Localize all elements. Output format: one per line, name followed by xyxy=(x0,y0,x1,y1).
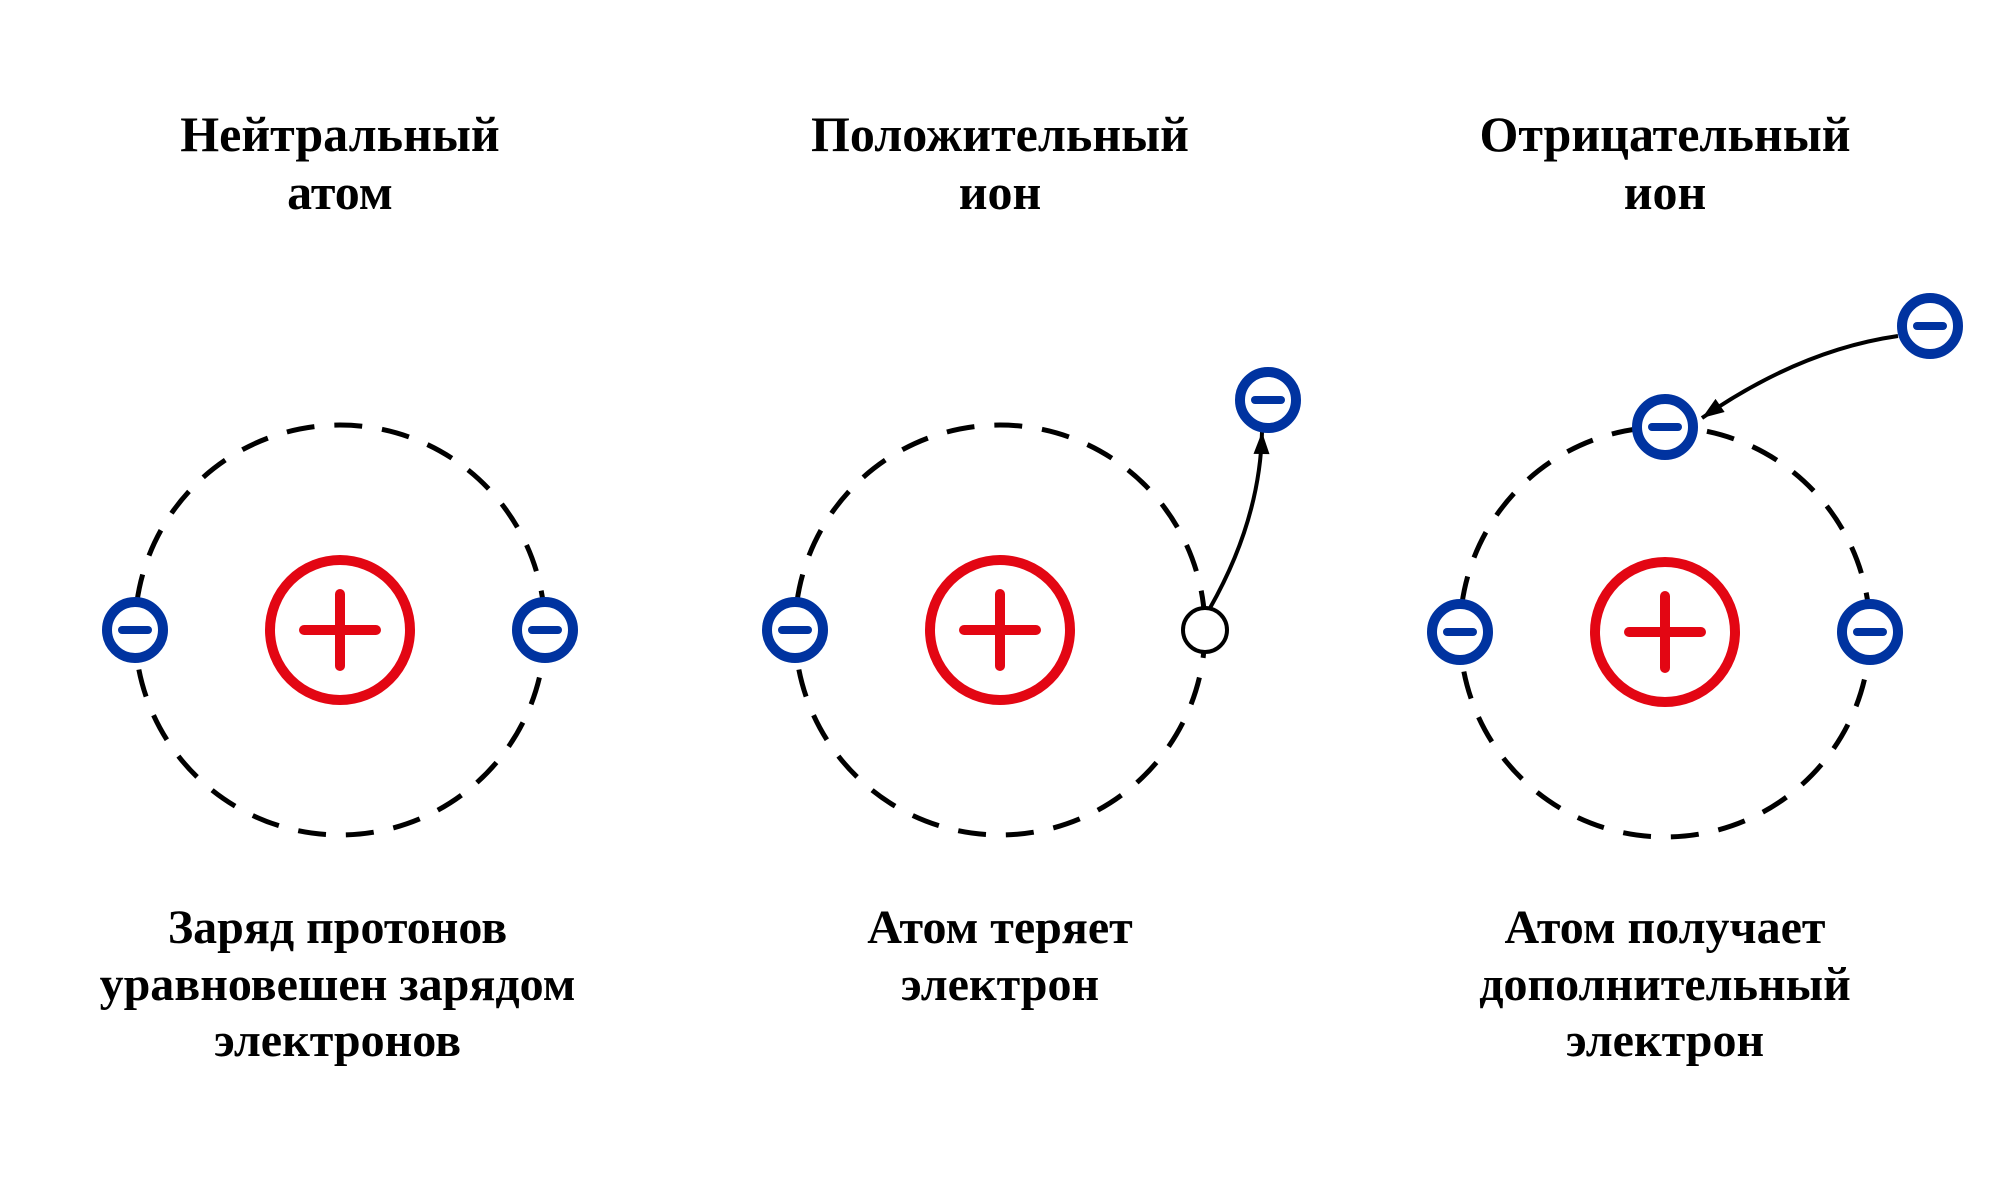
panel-neutral-title: Нейтральный атом xyxy=(90,106,590,221)
diagram-canvas: Нейтральный атом Заряд протонов уравнове… xyxy=(0,0,2000,1200)
panel-neutral-caption: Заряд протонов уравновешен зарядом элект… xyxy=(0,900,675,1070)
arrow-path xyxy=(1210,432,1262,608)
empty-electron-slot xyxy=(1183,608,1227,652)
arrow-head-icon xyxy=(1254,432,1270,454)
panel-positive-group xyxy=(767,372,1296,835)
panel-positive-caption: Атом теряет электрон xyxy=(740,900,1260,1013)
panel-negative-caption: Атом получает дополнительный электрон xyxy=(1400,900,1930,1070)
arrow-head-icon xyxy=(1702,399,1725,418)
panel-neutral-svg xyxy=(60,350,620,910)
arrow-path xyxy=(1702,336,1898,418)
panel-negative-svg xyxy=(1380,280,2000,930)
panel-negative-title: Отрицательный ион xyxy=(1400,106,1930,221)
panel-positive-svg xyxy=(700,300,1320,920)
panel-neutral-group xyxy=(107,425,573,835)
panel-negative-group xyxy=(1432,298,1958,837)
panel-positive-title: Положительный ион xyxy=(740,106,1260,221)
